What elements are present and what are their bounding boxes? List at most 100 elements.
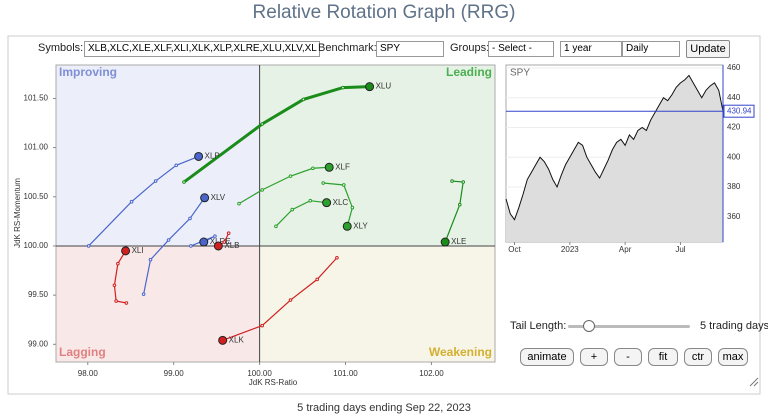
tail-dot xyxy=(288,298,293,302)
date-label: Oct xyxy=(508,245,521,254)
series-label: XLK xyxy=(229,335,245,344)
groups-label: Groups: xyxy=(450,42,490,54)
quadrant xyxy=(56,65,260,246)
series-label: XLI xyxy=(132,246,144,255)
y-tick-label: 99.50 xyxy=(28,290,49,299)
series-label: XLV xyxy=(211,193,226,202)
x-tick-label: 101.00 xyxy=(333,369,358,378)
period-select[interactable]: 1 year xyxy=(560,41,622,57)
tail-dot xyxy=(86,244,91,248)
y-tick-label: 99.00 xyxy=(28,339,49,348)
tail-dot xyxy=(213,234,217,238)
head-dot xyxy=(213,241,223,251)
tail-dot xyxy=(222,240,227,244)
tail-dot xyxy=(311,166,315,171)
tool-button[interactable]: animate xyxy=(520,348,574,366)
tail-dot xyxy=(116,261,120,266)
tail-dot xyxy=(114,299,118,303)
resize-handle[interactable] xyxy=(749,377,759,387)
price-tick-label: 460 xyxy=(727,63,741,72)
last-price-box xyxy=(723,104,755,118)
symbols-input[interactable]: XLB,XLC,XLE,XLF,XLI,XLK,XLP,XLRE,XLU,XLV… xyxy=(84,41,320,57)
head-dot xyxy=(440,237,450,247)
x-tick-label: 100.00 xyxy=(247,369,272,378)
tail-dot xyxy=(260,188,264,192)
price-title: SPY xyxy=(510,68,530,79)
series-label: XLE xyxy=(451,237,466,246)
y-tick-label: 100.50 xyxy=(24,192,49,201)
date-label: Apr xyxy=(619,245,632,254)
price-tick-label: 420 xyxy=(727,123,741,132)
tail-dot xyxy=(166,238,171,242)
tail xyxy=(444,180,464,243)
date-label: Jul xyxy=(675,245,685,254)
tail-dot xyxy=(315,277,319,282)
update-button[interactable]: Update xyxy=(686,40,730,58)
benchmark-input[interactable]: SPY xyxy=(376,41,444,57)
tail-dot xyxy=(148,257,153,262)
tool-button[interactable]: + xyxy=(580,348,608,366)
series-label: XLRE xyxy=(210,237,231,246)
interval-select[interactable]: Daily xyxy=(622,41,680,57)
quadrant-label: Leading xyxy=(446,65,492,79)
y-tick-label: 100.00 xyxy=(24,241,49,250)
footer: 5 trading days ending Sep 22, 2023 xyxy=(297,402,471,414)
price-line xyxy=(505,74,724,221)
y-tick-label: 101.50 xyxy=(24,94,49,103)
y-axis-title: JdK RS-Momentum xyxy=(13,178,22,248)
series-label: XLY xyxy=(353,221,368,230)
price-tick-label: 440 xyxy=(727,93,741,102)
x-tick-label: 102.00 xyxy=(419,369,444,378)
quadrant xyxy=(259,65,495,246)
series-label: XLC xyxy=(333,198,349,207)
tail-dot xyxy=(308,198,313,203)
price-area xyxy=(506,75,723,242)
price-tick-label: 400 xyxy=(727,152,741,161)
tail-slider[interactable] xyxy=(568,325,690,328)
head-dot xyxy=(322,198,332,208)
tail-dot xyxy=(141,292,146,296)
x-tick-label: 99.00 xyxy=(164,369,185,378)
tail-label: Tail Length: xyxy=(510,320,567,332)
tail-dot xyxy=(153,179,158,183)
x-axis-title: JdK RS-Ratio xyxy=(249,378,298,387)
quadrant-label: Lagging xyxy=(59,345,106,359)
tail-dot xyxy=(188,216,192,221)
head-dot xyxy=(218,335,228,345)
tool-button[interactable]: - xyxy=(614,348,642,366)
tail-dot xyxy=(290,207,295,212)
tail-dot xyxy=(124,301,129,305)
head-dot xyxy=(194,151,204,161)
head-dot xyxy=(324,162,334,172)
slider-knob[interactable] xyxy=(583,320,595,332)
groups-select[interactable]: - Select - xyxy=(488,41,554,57)
tail-dot xyxy=(321,181,325,185)
tail-dot xyxy=(274,224,278,229)
tool-button[interactable]: ctr xyxy=(684,348,712,366)
price-tick-label: 360 xyxy=(727,212,741,221)
series-label: XLB xyxy=(224,241,239,250)
quadrant xyxy=(259,245,495,362)
symbols-label: Symbols: xyxy=(38,42,84,54)
head-dot xyxy=(121,246,131,256)
head-dot xyxy=(200,193,210,203)
date-label: 2023 xyxy=(561,245,579,254)
tail-dot xyxy=(341,85,345,90)
tail-dot xyxy=(341,183,346,187)
tail-dot xyxy=(189,244,193,248)
tail-dot xyxy=(182,180,186,184)
tail-dot xyxy=(461,180,466,184)
tail-dot xyxy=(129,199,134,204)
tail-dot xyxy=(450,179,454,183)
tail xyxy=(323,182,354,227)
tail-dot xyxy=(174,163,179,168)
quadrant-label: Weakening xyxy=(429,345,492,359)
tail-dot xyxy=(457,202,462,207)
x-tick-label: 98.00 xyxy=(78,369,99,378)
tail-dot xyxy=(288,174,293,178)
tool-button[interactable]: max xyxy=(718,348,748,366)
series-label: XLP xyxy=(205,152,220,161)
tool-button[interactable]: fit xyxy=(648,348,678,366)
y-tick-label: 101.00 xyxy=(24,143,49,152)
